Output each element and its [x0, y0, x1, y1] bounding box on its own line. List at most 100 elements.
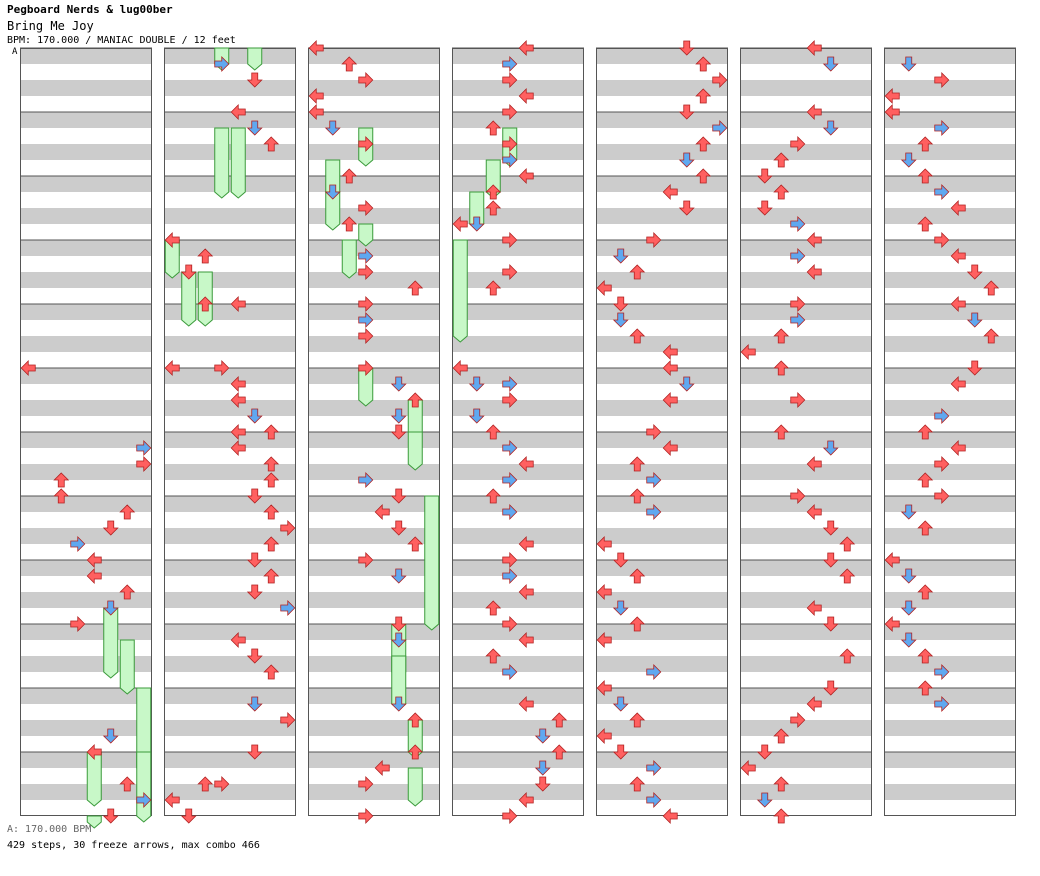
chart-column — [884, 47, 1016, 816]
down-arrow-icon — [390, 568, 407, 584]
right-arrow-icon — [358, 248, 374, 264]
left-arrow-icon — [596, 728, 612, 744]
right-arrow-icon — [358, 360, 374, 376]
right-arrow-icon — [646, 664, 662, 680]
up-arrow-icon — [485, 120, 502, 136]
up-arrow-icon — [551, 712, 568, 728]
up-arrow-icon — [263, 504, 280, 520]
chart-column — [740, 47, 872, 816]
down-arrow-icon — [678, 200, 695, 216]
left-arrow-icon — [20, 360, 36, 376]
down-arrow-icon — [678, 104, 695, 120]
down-arrow-icon — [612, 744, 629, 760]
up-arrow-icon — [119, 584, 136, 600]
right-arrow-icon — [214, 360, 230, 376]
left-arrow-icon — [884, 88, 900, 104]
up-arrow-icon — [773, 184, 790, 200]
left-arrow-icon — [518, 584, 534, 600]
right-arrow-icon — [934, 408, 950, 424]
up-arrow-icon — [119, 504, 136, 520]
right-arrow-icon — [502, 568, 518, 584]
down-arrow-icon — [468, 216, 485, 232]
up-arrow-icon — [485, 648, 502, 664]
right-arrow-icon — [502, 440, 518, 456]
up-arrow-icon — [53, 488, 70, 504]
up-arrow-icon — [485, 424, 502, 440]
right-arrow-icon — [790, 312, 806, 328]
up-arrow-icon — [629, 712, 646, 728]
up-arrow-icon — [263, 424, 280, 440]
left-arrow-icon — [374, 504, 390, 520]
down-arrow-icon — [612, 600, 629, 616]
right-arrow-icon — [358, 808, 374, 824]
down-arrow-icon — [822, 440, 839, 456]
right-arrow-icon — [790, 712, 806, 728]
right-arrow-icon — [136, 440, 152, 456]
up-arrow-icon — [629, 488, 646, 504]
down-arrow-icon — [246, 488, 263, 504]
right-arrow-icon — [934, 232, 950, 248]
left-arrow-icon — [806, 264, 822, 280]
up-arrow-icon — [407, 392, 424, 408]
left-arrow-icon — [230, 104, 246, 120]
right-arrow-icon — [136, 792, 152, 808]
left-arrow-icon — [740, 760, 756, 776]
left-arrow-icon — [86, 744, 102, 760]
left-arrow-icon — [518, 40, 534, 56]
down-arrow-icon — [822, 520, 839, 536]
left-arrow-icon — [596, 632, 612, 648]
down-arrow-icon — [246, 552, 263, 568]
up-arrow-icon — [485, 184, 502, 200]
right-arrow-icon — [358, 72, 374, 88]
up-arrow-icon — [839, 648, 856, 664]
left-arrow-icon — [308, 88, 324, 104]
right-arrow-icon — [280, 712, 296, 728]
down-arrow-icon — [180, 264, 197, 280]
right-arrow-icon — [712, 72, 728, 88]
up-arrow-icon — [773, 328, 790, 344]
up-arrow-icon — [695, 56, 712, 72]
left-arrow-icon — [308, 40, 324, 56]
down-arrow-icon — [390, 696, 407, 712]
down-arrow-icon — [246, 584, 263, 600]
up-arrow-icon — [917, 584, 934, 600]
right-arrow-icon — [214, 56, 230, 72]
up-arrow-icon — [197, 776, 214, 792]
down-arrow-icon — [324, 184, 341, 200]
right-arrow-icon — [934, 664, 950, 680]
down-arrow-icon — [612, 248, 629, 264]
up-arrow-icon — [197, 296, 214, 312]
freeze-hold-icon — [214, 127, 230, 199]
right-arrow-icon — [502, 472, 518, 488]
left-arrow-icon — [806, 40, 822, 56]
up-arrow-icon — [485, 600, 502, 616]
right-arrow-icon — [502, 152, 518, 168]
right-arrow-icon — [934, 696, 950, 712]
down-arrow-icon — [900, 152, 917, 168]
left-arrow-icon — [230, 424, 246, 440]
down-arrow-icon — [966, 264, 983, 280]
up-arrow-icon — [341, 56, 358, 72]
up-arrow-icon — [695, 136, 712, 152]
freeze-hold-icon — [407, 431, 423, 471]
down-arrow-icon — [678, 152, 695, 168]
chart-column — [164, 47, 296, 816]
left-arrow-icon — [596, 280, 612, 296]
left-arrow-icon — [518, 168, 534, 184]
down-arrow-icon — [756, 744, 773, 760]
left-arrow-icon — [950, 296, 966, 312]
up-arrow-icon — [341, 168, 358, 184]
chart-column — [452, 47, 584, 816]
right-arrow-icon — [502, 664, 518, 680]
down-arrow-icon — [678, 376, 695, 392]
freeze-hold-icon — [181, 271, 197, 327]
down-arrow-icon — [102, 520, 119, 536]
up-arrow-icon — [263, 136, 280, 152]
up-arrow-icon — [917, 136, 934, 152]
right-arrow-icon — [502, 136, 518, 152]
right-arrow-icon — [934, 120, 950, 136]
right-arrow-icon — [646, 792, 662, 808]
up-arrow-icon — [773, 360, 790, 376]
down-arrow-icon — [900, 600, 917, 616]
